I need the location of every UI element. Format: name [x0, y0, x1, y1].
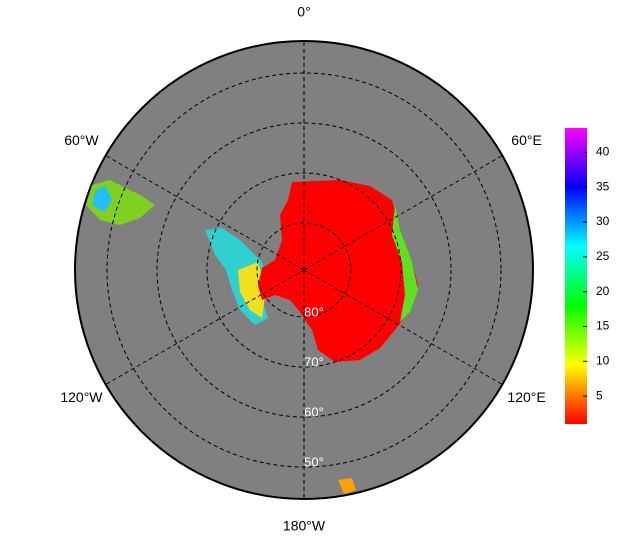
- longitude-label: 120°W: [60, 389, 103, 405]
- colorbar-tick-label: 30: [596, 214, 610, 228]
- latitude-circle: [256, 222, 352, 318]
- meridian: [303, 269, 503, 385]
- longitude-label: 60°W: [64, 132, 99, 148]
- longitude-label: 0°: [297, 4, 310, 20]
- latitude-circle: [206, 172, 402, 368]
- colorbar: 5 10 15 20 25 30 35 40: [565, 128, 610, 424]
- latitude-label: 70°: [304, 354, 324, 369]
- colorbar-scale: [565, 128, 587, 424]
- colorbar-tick-label: 40: [596, 145, 610, 159]
- latitude-label: 80°: [304, 304, 324, 319]
- latitude-label: 50°: [304, 454, 324, 469]
- colorbar-tick-label: 10: [596, 353, 610, 367]
- meridian: [105, 269, 305, 385]
- peninsula-detail: [238, 262, 266, 318]
- latitude-label: 60°: [304, 404, 324, 419]
- meridian: [105, 155, 305, 271]
- antarctica: [258, 180, 418, 362]
- colorbar-tick-label: 5: [596, 388, 603, 402]
- land: [86, 180, 418, 494]
- graticule: 80° 70° 60° 50° 0° 60°E 120°E 180°W 120°W 60°W: [60, 4, 545, 534]
- colorbar-tick-label: 20: [596, 284, 610, 298]
- island: [338, 478, 356, 494]
- colorbar-tick-label: 35: [596, 179, 610, 193]
- colorbar-tick-label: 25: [596, 249, 610, 263]
- longitude-label: 180°W: [283, 518, 326, 534]
- colorbar-tick-label: 15: [596, 319, 610, 333]
- longitude-label: 120°E: [507, 389, 545, 405]
- coast-detail: [392, 205, 418, 322]
- south-america-detail: [92, 186, 112, 212]
- latitude-circle: [156, 122, 452, 418]
- meridian: [303, 155, 503, 271]
- longitude-label: 60°E: [511, 132, 542, 148]
